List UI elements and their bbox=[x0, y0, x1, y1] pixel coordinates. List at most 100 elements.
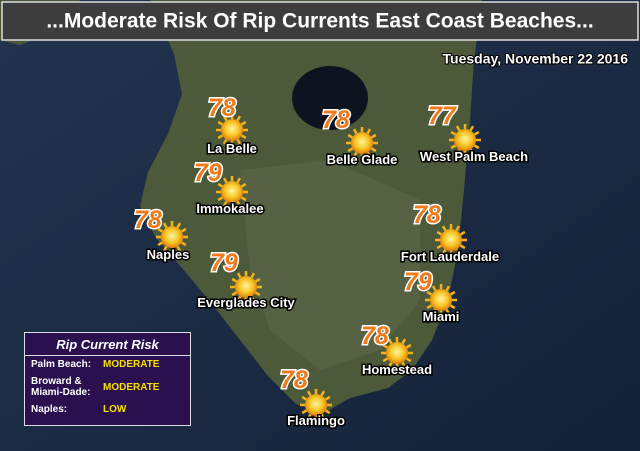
temperature: 79 bbox=[404, 268, 432, 296]
city-name: Naples bbox=[147, 247, 190, 262]
sun-ray bbox=[254, 277, 261, 283]
title: ...Moderate Risk Of Rip Currents East Co… bbox=[46, 10, 593, 33]
sun bbox=[305, 394, 327, 416]
sun-ray bbox=[450, 130, 457, 136]
sun-icon bbox=[346, 127, 378, 159]
temperature: 78 bbox=[134, 206, 162, 234]
temperature: 79 bbox=[194, 159, 222, 187]
sun-icon bbox=[156, 221, 188, 253]
sun-ray bbox=[236, 115, 242, 122]
sun-ray bbox=[222, 138, 228, 145]
sun-ray bbox=[366, 151, 372, 158]
sun-icon bbox=[449, 124, 481, 156]
risk-level: LOW bbox=[103, 404, 127, 415]
cities: 78 La Belle 78 Belle Glade 77 West Palm Beach… bbox=[133, 93, 530, 430]
risk-row: Palm Beach: MODERATE bbox=[25, 356, 190, 373]
sun-ray bbox=[180, 227, 187, 233]
sun-ray bbox=[431, 285, 437, 292]
sun-ray bbox=[162, 222, 168, 229]
risk-area: Naples: bbox=[31, 404, 68, 415]
sun-ray bbox=[469, 148, 475, 155]
sun-ray bbox=[240, 120, 247, 126]
city-name: Fort Lauderdale bbox=[401, 249, 499, 264]
sun-ray bbox=[236, 272, 242, 279]
sun-ray bbox=[180, 241, 187, 247]
sun-ray bbox=[441, 248, 447, 255]
everglades bbox=[240, 160, 420, 370]
sun-ray bbox=[236, 200, 242, 207]
sun bbox=[430, 289, 452, 311]
sun-ray bbox=[426, 290, 433, 296]
sun bbox=[221, 119, 243, 141]
sun-ray bbox=[222, 177, 228, 184]
sun-ray bbox=[301, 395, 308, 401]
sun-ray bbox=[250, 295, 256, 302]
sun-ray bbox=[162, 245, 168, 252]
risk-level: MODERATE bbox=[103, 381, 160, 393]
sun bbox=[235, 276, 257, 298]
sun-ray bbox=[324, 409, 331, 415]
sun-ray bbox=[217, 134, 224, 140]
sun-ray bbox=[370, 133, 377, 139]
sun-ray bbox=[236, 177, 242, 184]
city-name: La Belle bbox=[207, 141, 257, 156]
risk-area: Palm Beach: bbox=[31, 359, 92, 370]
sun-ray bbox=[450, 144, 457, 150]
sun-ray bbox=[473, 144, 480, 150]
sun-ray bbox=[352, 128, 358, 135]
sun-ray bbox=[222, 115, 228, 122]
risk-title: Rip Current Risk bbox=[25, 333, 190, 356]
city-name: Belle Glade bbox=[327, 152, 398, 167]
city-name: Flamingo bbox=[287, 413, 345, 428]
sun-ray bbox=[320, 390, 326, 397]
sun-ray bbox=[236, 138, 242, 145]
temperature: 77 bbox=[428, 102, 457, 130]
sun-ray bbox=[347, 147, 354, 153]
sun-ray bbox=[217, 196, 224, 202]
sun bbox=[351, 132, 373, 154]
temperature: 78 bbox=[361, 322, 389, 350]
sun-ray bbox=[306, 390, 312, 397]
temperature: 78 bbox=[208, 94, 236, 122]
sun bbox=[440, 229, 462, 251]
sun-ray bbox=[366, 128, 372, 135]
sun-ray bbox=[236, 295, 242, 302]
temperature: 79 bbox=[210, 249, 238, 277]
sun-ray bbox=[222, 200, 228, 207]
sun-ray bbox=[473, 130, 480, 136]
sun-ray bbox=[426, 304, 433, 310]
sun-ray bbox=[405, 343, 412, 349]
sun-ray bbox=[352, 151, 358, 158]
sun-ray bbox=[370, 147, 377, 153]
sun-ray bbox=[455, 125, 461, 132]
date: Tuesday, November 22 2016 bbox=[443, 51, 629, 67]
sun-icon bbox=[300, 389, 332, 421]
sun-ray bbox=[445, 285, 451, 292]
sun-ray bbox=[455, 248, 461, 255]
sun-ray bbox=[436, 230, 443, 236]
city-name: West Palm Beach bbox=[420, 149, 528, 164]
sun-ray bbox=[231, 291, 238, 297]
risk-row: Naples: LOW bbox=[25, 401, 190, 418]
risk-box: Rip Current Risk Palm Beach: MODERATE Brow… bbox=[24, 332, 191, 426]
sun-ray bbox=[240, 196, 247, 202]
sun bbox=[221, 181, 243, 203]
sun-ray bbox=[449, 304, 456, 310]
temperature: 78 bbox=[413, 201, 441, 229]
sun-ray bbox=[324, 395, 331, 401]
city-name: Homestead bbox=[362, 362, 432, 377]
sun-ray bbox=[387, 361, 393, 368]
sun-ray bbox=[240, 134, 247, 140]
sun-icon bbox=[435, 224, 467, 256]
sun-ray bbox=[231, 277, 238, 283]
sun-ray bbox=[459, 244, 466, 250]
sun-ray bbox=[176, 245, 182, 252]
city-name: Everglades City bbox=[197, 295, 295, 310]
lake-okeechobee bbox=[292, 66, 368, 130]
city-name: Miami bbox=[423, 309, 460, 324]
sun-ray bbox=[157, 241, 164, 247]
sun-ray bbox=[455, 225, 461, 232]
sun-ray bbox=[469, 125, 475, 132]
